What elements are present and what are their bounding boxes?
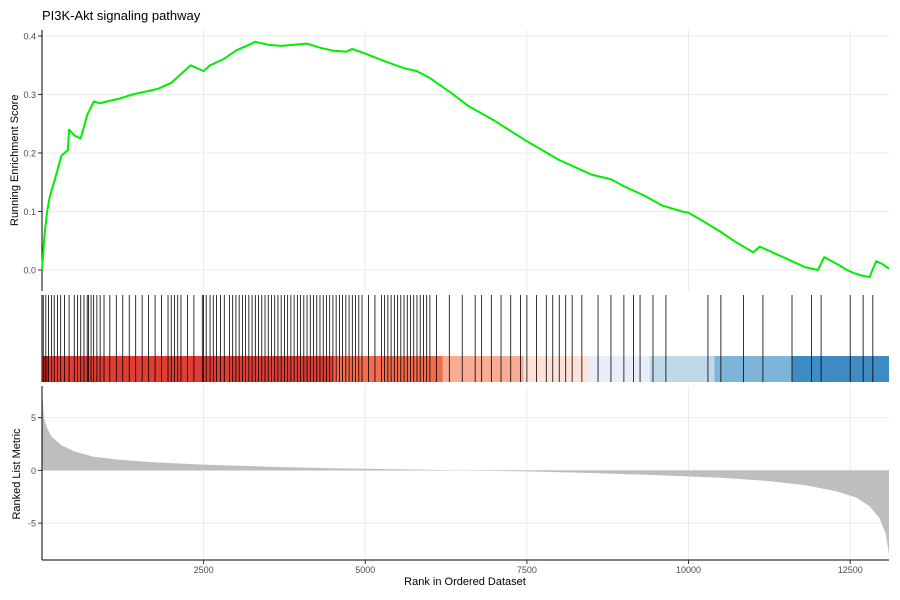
y-tick-label-metric-2: 5 (31, 413, 36, 423)
x-tick-label-2: 7500 (517, 565, 537, 575)
rank-color-segment-4 (588, 356, 650, 382)
y-tick-label-enrichment-3: 0.3 (23, 90, 36, 100)
rank-color-segment-7 (792, 356, 889, 382)
enrichment-line (41, 40, 890, 278)
rank-color-segment-2 (442, 356, 524, 382)
x-tick-label-0: 2500 (194, 565, 214, 575)
y-tick-label-metric-1: 0 (31, 466, 36, 476)
rank-color-segment-5 (649, 356, 715, 382)
rank-color-segment-6 (714, 356, 793, 382)
y-tick-label-enrichment-2: 0.2 (23, 149, 36, 159)
y-tick-label-enrichment-1: 0.1 (23, 207, 36, 217)
rank-color-start-shade (42, 356, 48, 382)
x-tick-label-1: 5000 (355, 565, 375, 575)
x-tick-label-4: 12500 (838, 565, 863, 575)
chart-title: PI3K-Akt signaling pathway (42, 8, 201, 23)
x-axis-label: Rank in Ordered Dataset (404, 576, 526, 588)
y-tick-label-enrichment-4: 0.4 (23, 32, 36, 42)
x-tick-label-3: 10000 (676, 565, 701, 575)
y-tick-label-metric-0: -5 (28, 519, 36, 529)
rank-color-segment-3 (523, 356, 589, 382)
ranked-metric-area (42, 388, 889, 555)
y-tick-label-enrichment-0: 0.0 (23, 266, 36, 276)
